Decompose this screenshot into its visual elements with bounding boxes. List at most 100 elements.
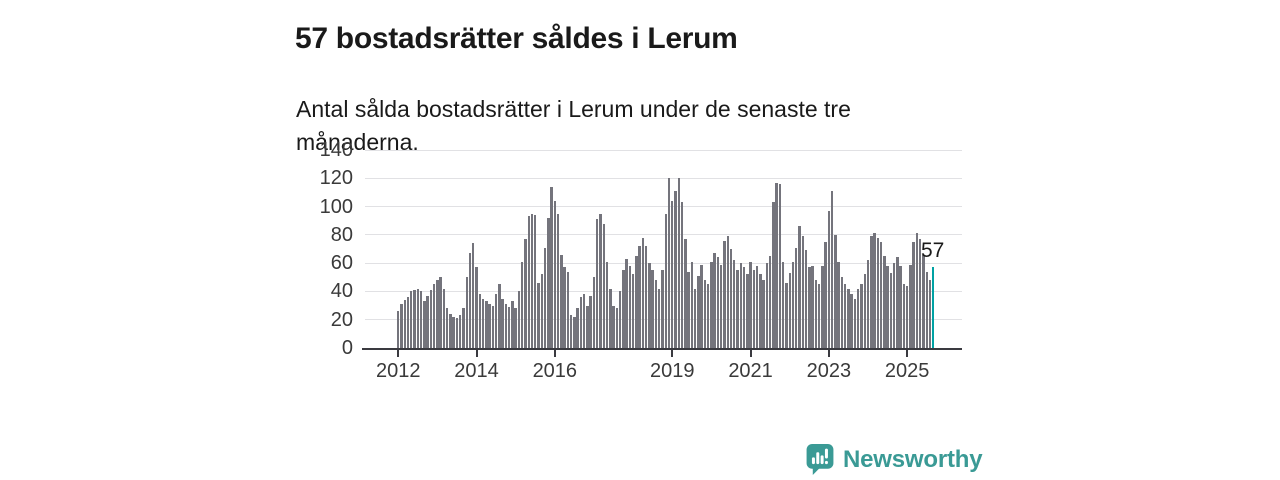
bar (765, 263, 769, 348)
bar (618, 291, 622, 348)
bar (524, 239, 527, 348)
y-axis-label: 100 (319, 195, 353, 218)
x-axis-tick (749, 350, 752, 357)
bar (726, 236, 729, 348)
bar (485, 301, 488, 348)
gridline (365, 262, 962, 264)
bar (703, 280, 707, 348)
bar (449, 314, 452, 348)
y-axis-label: 60 (330, 252, 353, 275)
bar (488, 304, 491, 348)
bar (468, 253, 472, 348)
bar (638, 246, 641, 348)
bar (651, 270, 654, 348)
bar (475, 267, 478, 348)
bar (550, 186, 553, 348)
bar (928, 280, 932, 348)
bar (397, 311, 400, 348)
bar (814, 280, 818, 348)
bar (423, 301, 426, 348)
bar (781, 261, 785, 348)
newsworthy-logo-icon (806, 444, 834, 476)
bar (860, 284, 863, 348)
x-axis-tick (671, 350, 674, 357)
y-axis-label: 80 (330, 223, 353, 246)
bar (605, 261, 609, 348)
x-axis-tick (827, 350, 830, 357)
bar (625, 258, 628, 348)
bar (589, 295, 592, 348)
bar (925, 271, 928, 348)
y-axis-label: 140 (319, 139, 353, 161)
bar (739, 263, 742, 348)
bar (866, 260, 870, 348)
x-axis-label: 2023 (806, 360, 852, 382)
bar (615, 308, 619, 348)
bar (445, 308, 449, 348)
bar (458, 315, 462, 348)
bar (853, 298, 857, 348)
bar (729, 249, 733, 348)
bar (478, 294, 481, 348)
bar (654, 280, 658, 348)
bar (677, 178, 680, 348)
bar (700, 264, 703, 348)
bar (710, 261, 713, 348)
bar (817, 284, 821, 348)
bar (801, 236, 804, 348)
bar (658, 288, 661, 348)
bar (684, 239, 687, 348)
bar (886, 265, 889, 348)
bar (406, 297, 410, 348)
bar (850, 294, 853, 348)
x-axis-label: 2016 (532, 360, 578, 382)
bar (693, 288, 697, 348)
bar (834, 234, 837, 348)
bar (736, 270, 739, 348)
chart-subtitle: Antal sålda bostadsrätter i Lerum under … (296, 96, 851, 156)
bar (455, 318, 459, 348)
y-axis-label: 40 (330, 280, 353, 303)
x-axis-label: 2014 (454, 360, 499, 382)
bar (400, 304, 403, 348)
bar (530, 213, 534, 348)
bar (429, 290, 433, 348)
bar (511, 301, 514, 348)
bar (520, 261, 524, 348)
x-axis-tick (553, 350, 556, 357)
bar (560, 254, 563, 348)
bar (706, 284, 710, 348)
bar (899, 265, 902, 348)
bar (527, 216, 530, 348)
bar (547, 217, 550, 348)
bar (543, 247, 547, 348)
x-axis-label: 2012 (375, 360, 421, 382)
bar (827, 210, 831, 348)
bar (667, 178, 671, 348)
bar (915, 233, 919, 348)
bar (442, 288, 446, 348)
bar (413, 290, 416, 348)
bar (785, 282, 788, 348)
bar (749, 261, 752, 348)
bar (697, 275, 700, 348)
bar (481, 298, 485, 348)
bar (674, 191, 677, 348)
bar (569, 315, 573, 348)
bar (746, 274, 749, 348)
bar (507, 306, 511, 348)
bar (622, 270, 625, 348)
bar (804, 250, 808, 348)
bar (847, 288, 850, 348)
bar (713, 253, 716, 348)
y-axis-label: 20 (330, 308, 353, 331)
bar (824, 241, 827, 348)
bar (719, 264, 723, 348)
bar (843, 284, 847, 348)
bar (462, 308, 465, 348)
bar (648, 263, 651, 348)
x-axis-tick (397, 350, 400, 357)
bar (755, 265, 759, 348)
bar (723, 240, 726, 348)
